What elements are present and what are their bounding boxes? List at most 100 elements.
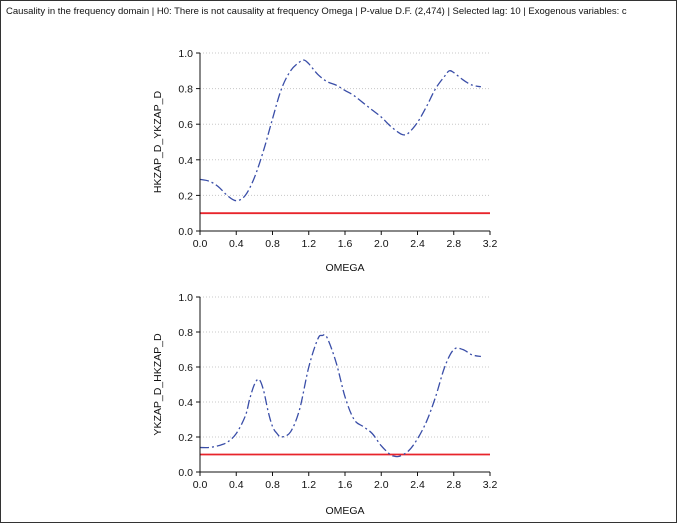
chart1-data-point [345,90,346,91]
chart2-data-point [372,433,373,434]
chart2-data-point [390,454,391,455]
chart2-data-point [254,384,255,385]
chart1-xtick-label: 3.2 [483,238,498,250]
chart2-data-point [417,438,418,439]
chart2-data-point [299,409,300,410]
chart2-data-point [277,433,278,434]
chart1-series-1-line [199,59,482,202]
chart2-data-point [281,437,282,438]
chart2-xtick-label: 0.0 [193,479,208,491]
chart1-xtick-label: 1.6 [338,238,353,250]
chart1-data-point [471,85,472,86]
chart2-xtick-label: 1.6 [338,479,353,491]
chart1-x-axis-title: OMEGA [325,262,364,274]
figure-header: Causality in the frequency domain | H0: … [6,6,627,17]
chart2-data-point [236,433,237,434]
chart2-xtick-label: 2.8 [446,479,461,491]
chart1-data-point [299,61,300,62]
chart2-data-point [471,354,472,355]
chart1-data-point [308,63,309,64]
chart1-xtick-label: 2.4 [410,238,425,250]
chart2-xtick-label: 0.4 [229,479,244,491]
chart1-data-point [263,150,264,151]
chart2-data-point [272,426,273,427]
chart1-data-point [480,86,481,87]
chart2-data-point [408,451,409,452]
chart2-xtick-label: 1.2 [301,479,316,491]
chart2-data-point [394,456,395,457]
chart2-ytick-label: 0.4 [178,397,193,409]
chart1-data-point [444,76,445,77]
chart1-ytick-label: 0.0 [178,226,193,238]
chart2-data-point [426,421,427,422]
chart2-data-point [462,349,463,350]
chart2-y-axis-title: YKZAP_D_HKZAP_D [152,333,164,436]
chart2-data-point [227,442,228,443]
chart1-xtick-label: 1.2 [301,238,316,250]
chart2-data-point [209,447,210,448]
chart2-series-1-line [199,333,482,458]
chart1-data-point [426,106,427,107]
chart2-data-point [345,396,346,397]
chart1-data-point [435,88,436,89]
chart2-data-point [308,367,309,368]
chart2-data-point [399,456,400,457]
chart1-data-point [304,60,305,61]
chart1-data-point [326,81,327,82]
chart1-data-point [209,181,210,182]
chart2-data-point [249,398,250,399]
chart1-data-point [449,70,450,71]
chart1-data-point [281,88,282,89]
chart1-data-point [408,133,409,134]
chart2-data-point [381,445,382,446]
chart1-data-point [363,102,364,103]
chart1-data-point [218,186,219,187]
chart2-data-point [290,431,291,432]
chart2-xtick-label: 0.8 [265,479,280,491]
chart1-data-point [372,109,373,110]
chart2-data-point [453,349,454,350]
chart1-data-point [254,177,255,178]
chart2-ytick-label: 1.0 [178,292,193,304]
chart2-ytick-label: 0.2 [178,432,193,444]
chart1-data-point [245,195,246,196]
chart2-ytick-label: 0.0 [178,467,193,479]
chart2-data-point [245,416,246,417]
chart2-data-point [435,396,436,397]
chart1-data-point [403,134,404,135]
chart1-data-point [227,195,228,196]
chart1-ytick-label: 0.4 [178,155,193,167]
chart1-data-point [462,79,463,80]
chart1-data-point [390,125,391,126]
chart1-data-point [236,200,237,201]
chart2-data-point [335,361,336,362]
chart1-ytick-label: 0.8 [178,84,193,96]
chart1-data-point [272,118,273,119]
chart2-ytick-label: 0.8 [178,327,193,339]
chart2-data-point [218,445,219,446]
chart2-data-point [444,367,445,368]
chart2-data-point [267,410,268,411]
chart2-data-point [258,379,259,380]
chart1-data-point [453,72,454,73]
chart2-ytick-label: 0.6 [178,362,193,374]
chart1-ytick-label: 0.6 [178,119,193,131]
chart2-data-point [322,335,323,336]
chart1-xtick-label: 2.8 [446,238,461,250]
chart1-xtick-label: 0.4 [229,238,244,250]
chart2-xtick-label: 2.0 [374,479,389,491]
chart1-data-point [354,95,355,96]
chart1-xtick-label: 0.8 [265,238,280,250]
chart1-ytick-label: 1.0 [178,48,193,60]
chart2-data-point [263,389,264,390]
chart1-data-point [399,133,400,134]
chart1-xtick-label: 2.0 [374,238,389,250]
chart1-xtick-label: 0.0 [193,238,208,250]
chart2-xtick-label: 3.2 [483,479,498,491]
chart2-data-point [480,356,481,357]
chart1-ytick-label: 0.2 [178,190,193,202]
chart1-data-point [335,85,336,86]
chart2-data-point [317,339,318,340]
